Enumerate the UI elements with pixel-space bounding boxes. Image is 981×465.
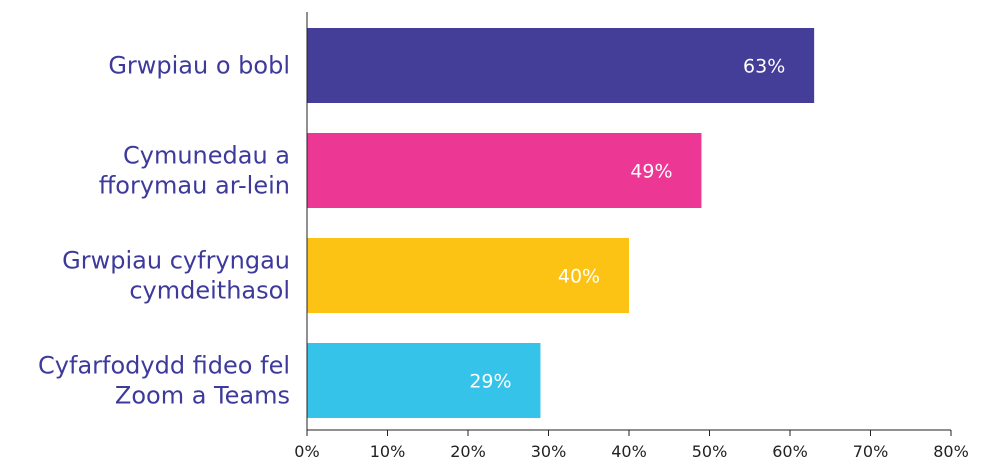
x-tick-label-4: 30% <box>531 442 567 461</box>
bar-2 <box>307 133 702 208</box>
category-label-3-line-2: cymdeithasol <box>129 277 290 305</box>
bar-1 <box>307 28 815 103</box>
x-tick-label-5: 40% <box>611 442 647 461</box>
x-tick-label-8: 70% <box>853 442 889 461</box>
bars-group <box>307 28 815 418</box>
bar-4 <box>307 343 541 418</box>
data-label-3: 40% <box>558 266 600 288</box>
data-label-1: 63% <box>743 56 785 78</box>
x-tick-label-9: 80% <box>933 442 969 461</box>
category-label-3-line-1: Grwpiau cyfryngau <box>62 247 290 275</box>
data-labels: 63% 49% 40% 29% <box>469 56 785 393</box>
x-tick-label-3: 20% <box>450 442 486 461</box>
x-tick-label-7: 60% <box>772 442 808 461</box>
category-label-2-line-2: fforymau ar-lein <box>99 172 290 200</box>
category-label-4-line-2: Zoom a Teams <box>115 382 290 410</box>
x-axis-ticks: 0% 10% 20% 30% 40% 50% 60% 70% 80% <box>294 430 969 461</box>
bar-3 <box>307 238 629 313</box>
x-tick-label-2: 10% <box>370 442 406 461</box>
x-tick-label-1: 0% <box>294 442 319 461</box>
category-label-4-line-1: Cyfarfodydd fideo fel <box>38 352 290 380</box>
category-label-2-line-1: Cymunedau a <box>123 142 290 170</box>
data-label-2: 49% <box>630 161 672 183</box>
x-tick-label-6: 50% <box>692 442 728 461</box>
category-label-1-line-1: Grwpiau o bobl <box>108 52 290 80</box>
data-label-4: 29% <box>469 371 511 393</box>
